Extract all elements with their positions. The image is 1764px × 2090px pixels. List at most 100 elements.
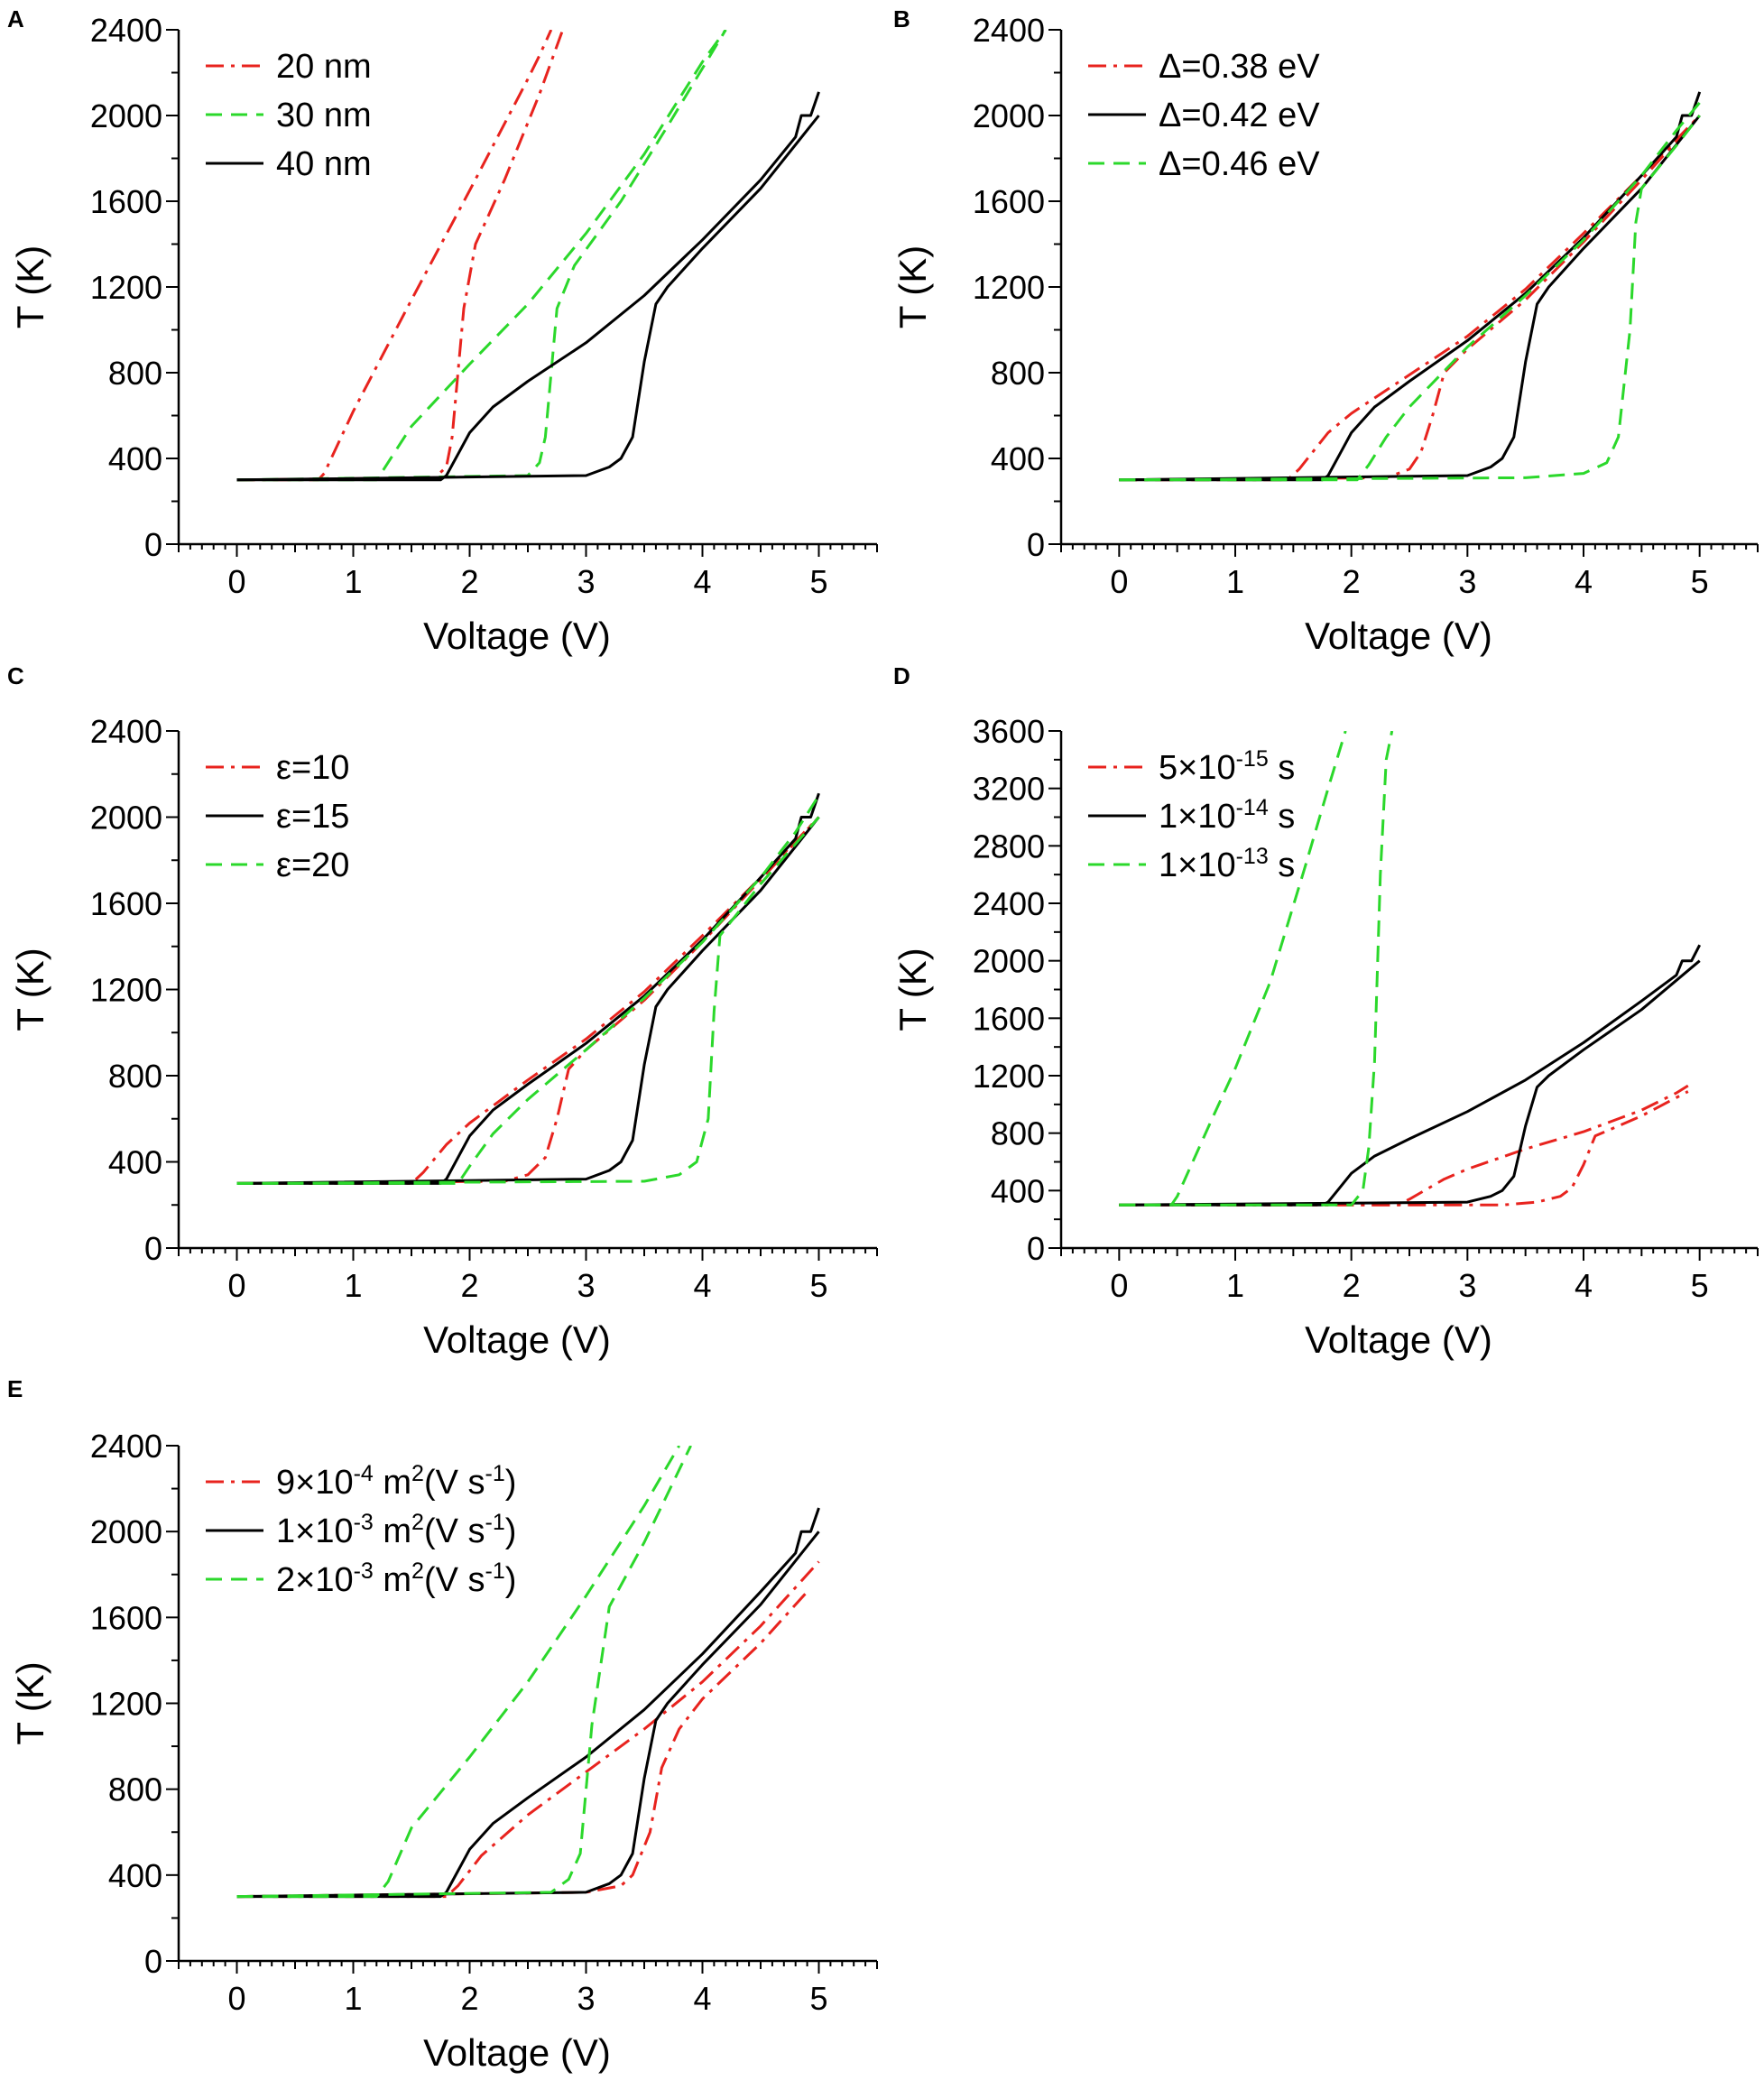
y-tick-label: 0 bbox=[1027, 1230, 1045, 1267]
panel-letter: D bbox=[893, 662, 910, 689]
x-tick-label: 5 bbox=[809, 1267, 827, 1304]
y-tick-label: 2800 bbox=[973, 828, 1045, 865]
y-tick-label: 800 bbox=[108, 1771, 162, 1808]
panel-b: B 0 1 2 3 4 5 0 400 800 1200 1600 2000 2400 Voltage (V… bbox=[891, 5, 1759, 657]
y-tick-label: 1200 bbox=[90, 1686, 162, 1723]
legend-text-part: m bbox=[374, 1464, 411, 1502]
legend-text-part: 9×10 bbox=[276, 1464, 354, 1502]
series-line-1-branch-1 bbox=[236, 1560, 820, 1899]
series-line-2-branch-1 bbox=[236, 30, 727, 482]
y-tick-label: 2400 bbox=[90, 12, 162, 49]
series-group bbox=[236, 30, 820, 482]
y-tick-label: 3600 bbox=[973, 713, 1045, 750]
series-line-3-branch-2 bbox=[236, 115, 820, 482]
y-axis-title: T (K) bbox=[9, 1661, 51, 1745]
x-tick-label: 5 bbox=[809, 563, 827, 600]
y-tick-label: 2000 bbox=[90, 1513, 162, 1550]
x-axis-title: Voltage (V) bbox=[1305, 1318, 1492, 1361]
legend-superscript: -15 bbox=[1236, 746, 1269, 772]
legend-superscript: -3 bbox=[354, 1558, 374, 1584]
legend: 20 nm 30 nm 40 nm bbox=[206, 48, 372, 183]
legend-superscript: -14 bbox=[1236, 795, 1269, 820]
y-axis-title: T (K) bbox=[891, 948, 934, 1031]
x-tick-label: 2 bbox=[460, 1980, 478, 2017]
legend-text-part: 20 nm bbox=[276, 48, 372, 86]
panel-letter: C bbox=[7, 662, 24, 689]
y-tick-label: 0 bbox=[1027, 526, 1045, 563]
y-tick-label: 0 bbox=[144, 1943, 162, 1980]
x-tick-label: 1 bbox=[344, 1980, 362, 2017]
series-line-2-branch-1 bbox=[1119, 91, 1702, 482]
legend-text-part: 2×10 bbox=[276, 1561, 354, 1599]
y-tick-label: 800 bbox=[108, 355, 162, 392]
legend-superscript: 2 bbox=[411, 1510, 424, 1535]
legend-text-part: 1×10 bbox=[1159, 846, 1236, 884]
y-tick-label: 400 bbox=[108, 1857, 162, 1894]
y-axis-title: T (K) bbox=[9, 948, 51, 1031]
legend: Δ=0.38 eV Δ=0.42 eV Δ=0.46 eV bbox=[1088, 48, 1320, 183]
legend-superscript: -1 bbox=[485, 1461, 505, 1486]
series-line-3-branch-1 bbox=[1119, 731, 1347, 1207]
legend-label-3: ε=20 bbox=[276, 846, 349, 884]
x-tick-label: 2 bbox=[460, 563, 478, 600]
x-tick-label: 3 bbox=[577, 563, 595, 600]
x-tick-label: 0 bbox=[227, 1980, 245, 2017]
legend-text-part: (V s bbox=[424, 1561, 485, 1599]
panel-letter: B bbox=[893, 5, 910, 32]
y-tick-label: 2000 bbox=[90, 97, 162, 134]
legend-label-3: 2×10-3 m2(V s-1) bbox=[276, 1558, 516, 1599]
y-tick-label: 1200 bbox=[973, 1058, 1045, 1095]
y-tick-label: 1600 bbox=[90, 183, 162, 220]
y-tick-label: 2000 bbox=[90, 800, 162, 837]
series-line-1-branch-2 bbox=[1119, 1090, 1689, 1207]
y-tick-label: 2000 bbox=[973, 943, 1045, 980]
legend-text-part: 40 nm bbox=[276, 145, 372, 183]
y-tick-label: 3200 bbox=[973, 771, 1045, 808]
x-tick-label: 5 bbox=[809, 1980, 827, 2017]
series-line-1-branch-2 bbox=[236, 30, 565, 482]
x-axis-title: Voltage (V) bbox=[423, 1318, 611, 1361]
legend-superscript: -1 bbox=[485, 1558, 505, 1584]
legend-superscript: -1 bbox=[485, 1510, 505, 1535]
y-tick-label: 400 bbox=[991, 440, 1045, 477]
x-axis-title: Voltage (V) bbox=[423, 2031, 611, 2074]
y-tick-label: 0 bbox=[144, 1230, 162, 1267]
x-axis-title: Voltage (V) bbox=[423, 615, 611, 657]
x-tick-label: 2 bbox=[1343, 1267, 1361, 1304]
legend-text-part: s bbox=[1269, 749, 1296, 787]
legend-text-part: 1×10 bbox=[276, 1512, 354, 1550]
series-line-2-branch-2 bbox=[236, 1531, 820, 1899]
panel-letter: E bbox=[7, 1375, 23, 1402]
legend-text-part: s bbox=[1269, 798, 1296, 836]
x-tick-label: 0 bbox=[1110, 1267, 1128, 1304]
panel-c: C 0 1 2 3 4 5 0 400 800 1200 1600 2000 2400 Voltage (V… bbox=[7, 662, 878, 1361]
x-tick-label: 1 bbox=[1226, 563, 1244, 600]
legend-label-2: ε=15 bbox=[276, 798, 349, 836]
y-axis-title: T (K) bbox=[891, 245, 934, 329]
y-tick-label: 2400 bbox=[90, 1428, 162, 1465]
legend: 5×10-15 s1×10-14 s1×10-13 s bbox=[1088, 746, 1295, 884]
series-line-3-branch-1 bbox=[236, 91, 820, 482]
x-tick-label: 4 bbox=[693, 563, 711, 600]
legend: ε=10 ε=15 ε=20 bbox=[206, 749, 349, 884]
x-tick-label: 2 bbox=[460, 1267, 478, 1304]
legend-text-part: 1×10 bbox=[1159, 798, 1236, 836]
legend-text-part: 30 nm bbox=[276, 97, 372, 134]
panel-d: D 0 1 2 3 4 5 0 400 800 1200 1600 2000 2400 2800 3200 36… bbox=[891, 662, 1759, 1361]
y-tick-label: 1200 bbox=[973, 269, 1045, 306]
legend-label-3: Δ=0.46 eV bbox=[1159, 145, 1320, 183]
series-line-1-branch-1 bbox=[1119, 1084, 1689, 1207]
legend-label-2: 30 nm bbox=[276, 97, 372, 134]
legend: 9×10-4 m2(V s-1)1×10-3 m2(V s-1)2×10-3 m… bbox=[206, 1461, 516, 1599]
legend-superscript: -13 bbox=[1236, 844, 1269, 869]
x-tick-label: 1 bbox=[1226, 1267, 1244, 1304]
y-tick-label: 2400 bbox=[90, 713, 162, 750]
x-tick-label: 0 bbox=[1110, 563, 1128, 600]
series-line-2-branch-2 bbox=[1119, 115, 1701, 482]
series-line-3-branch-2 bbox=[1119, 115, 1701, 482]
x-tick-label: 3 bbox=[577, 1267, 595, 1304]
y-tick-label: 800 bbox=[991, 1115, 1045, 1152]
legend-label-1: 5×10-15 s bbox=[1159, 746, 1295, 787]
series-group bbox=[1119, 731, 1702, 1207]
